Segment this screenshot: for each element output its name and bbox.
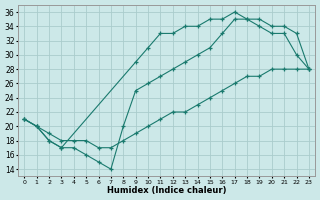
X-axis label: Humidex (Indice chaleur): Humidex (Indice chaleur)	[107, 186, 226, 195]
